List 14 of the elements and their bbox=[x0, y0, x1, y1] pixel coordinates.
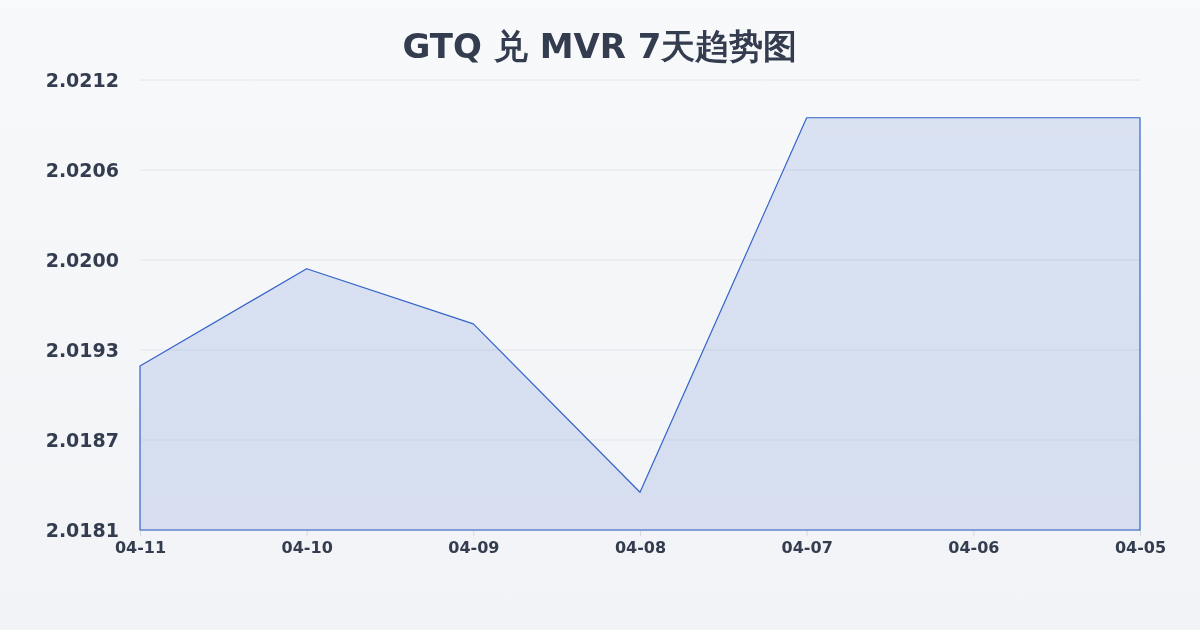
x-tick-label: 04-08 bbox=[614, 538, 667, 558]
x-tick-label: 04-05 bbox=[1114, 538, 1167, 558]
y-tick-label: 2.0187 bbox=[45, 428, 119, 451]
x-tick-label: 04-09 bbox=[448, 538, 500, 558]
y-tick-label: 2.0193 bbox=[45, 338, 119, 361]
y-tick-label: 2.0200 bbox=[45, 248, 119, 271]
x-tick-label: 04-10 bbox=[281, 538, 333, 558]
x-tick-label: 04-06 bbox=[948, 538, 1000, 558]
y-tick-label: 2.0212 bbox=[45, 68, 119, 91]
chart-title: GTQ 兑 MVR 7天趋势图 bbox=[402, 26, 798, 66]
y-tick-label: 2.0181 bbox=[45, 518, 119, 541]
x-tick-label: 04-07 bbox=[781, 538, 833, 558]
x-tick-label: 04-11 bbox=[114, 538, 167, 558]
y-tick-label: 2.0206 bbox=[45, 158, 119, 181]
